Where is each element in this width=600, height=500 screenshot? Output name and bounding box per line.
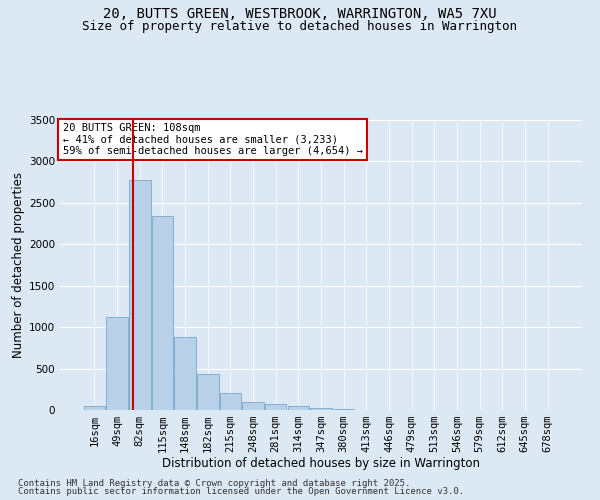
Bar bbox=[220, 394, 241, 410]
Bar bbox=[287, 406, 309, 410]
Y-axis label: Number of detached properties: Number of detached properties bbox=[12, 172, 25, 358]
Bar bbox=[129, 180, 151, 410]
Bar bbox=[152, 216, 173, 410]
Text: 20, BUTTS GREEN, WESTBROOK, WARRINGTON, WA5 7XU: 20, BUTTS GREEN, WESTBROOK, WARRINGTON, … bbox=[103, 8, 497, 22]
Bar bbox=[175, 337, 196, 410]
Bar bbox=[333, 409, 355, 410]
Text: Contains public sector information licensed under the Open Government Licence v3: Contains public sector information licen… bbox=[18, 487, 464, 496]
Bar bbox=[84, 406, 105, 410]
X-axis label: Distribution of detached houses by size in Warrington: Distribution of detached houses by size … bbox=[162, 456, 480, 469]
Bar bbox=[106, 317, 128, 410]
Text: Contains HM Land Registry data © Crown copyright and database right 2025.: Contains HM Land Registry data © Crown c… bbox=[18, 478, 410, 488]
Bar bbox=[265, 404, 286, 410]
Bar bbox=[310, 408, 332, 410]
Bar bbox=[242, 402, 264, 410]
Text: 20 BUTTS GREEN: 108sqm
← 41% of detached houses are smaller (3,233)
59% of semi-: 20 BUTTS GREEN: 108sqm ← 41% of detached… bbox=[62, 123, 362, 156]
Bar bbox=[197, 374, 218, 410]
Text: Size of property relative to detached houses in Warrington: Size of property relative to detached ho… bbox=[83, 20, 517, 33]
